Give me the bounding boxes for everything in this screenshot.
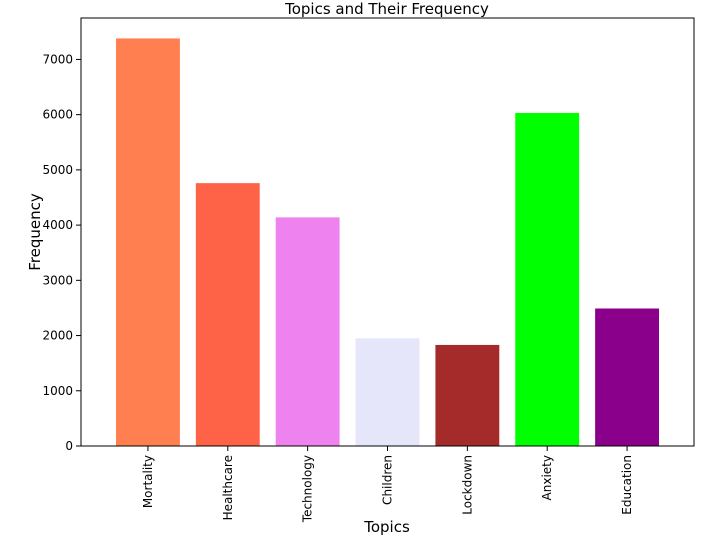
x-tick-label: Mortality	[141, 455, 155, 508]
bar-mortality	[115, 38, 180, 447]
y-tick-label: 0	[65, 439, 73, 453]
bars-group	[115, 38, 660, 447]
x-tick-label: Lockdown	[460, 455, 474, 515]
y-tick-label: 1000	[42, 384, 73, 398]
x-tick-label: Healthcare	[221, 455, 235, 520]
bar-lockdown	[435, 344, 500, 446]
x-axis-title: Topics	[363, 518, 410, 536]
chart-title: Topics and Their Frequency	[284, 0, 489, 18]
bar-anxiety	[515, 112, 580, 447]
y-tick-label: 7000	[42, 52, 73, 66]
y-tick-label: 2000	[42, 329, 73, 343]
y-tick-label: 6000	[42, 108, 73, 122]
x-tick-label: Anxiety	[540, 455, 554, 500]
bar-children	[355, 338, 420, 446]
y-tick-label: 5000	[42, 163, 73, 177]
plot-frame	[80, 17, 695, 447]
x-tick-label: Education	[620, 455, 634, 515]
y-tick-label: 3000	[42, 273, 73, 287]
y-axis-title: Frequency	[26, 193, 44, 271]
x-axis: Mortality Healthcare Technology Children Loc…	[141, 446, 634, 523]
x-tick-label: Children	[381, 455, 395, 505]
bar-healthcare	[195, 183, 260, 446]
y-axis: 0 1000 2000 3000 4000 5000 6000 7000	[42, 52, 81, 453]
x-tick-label: Technology	[301, 455, 315, 523]
bar-technology	[275, 217, 340, 446]
y-tick-label: 4000	[42, 218, 73, 232]
bar-education	[595, 308, 660, 446]
